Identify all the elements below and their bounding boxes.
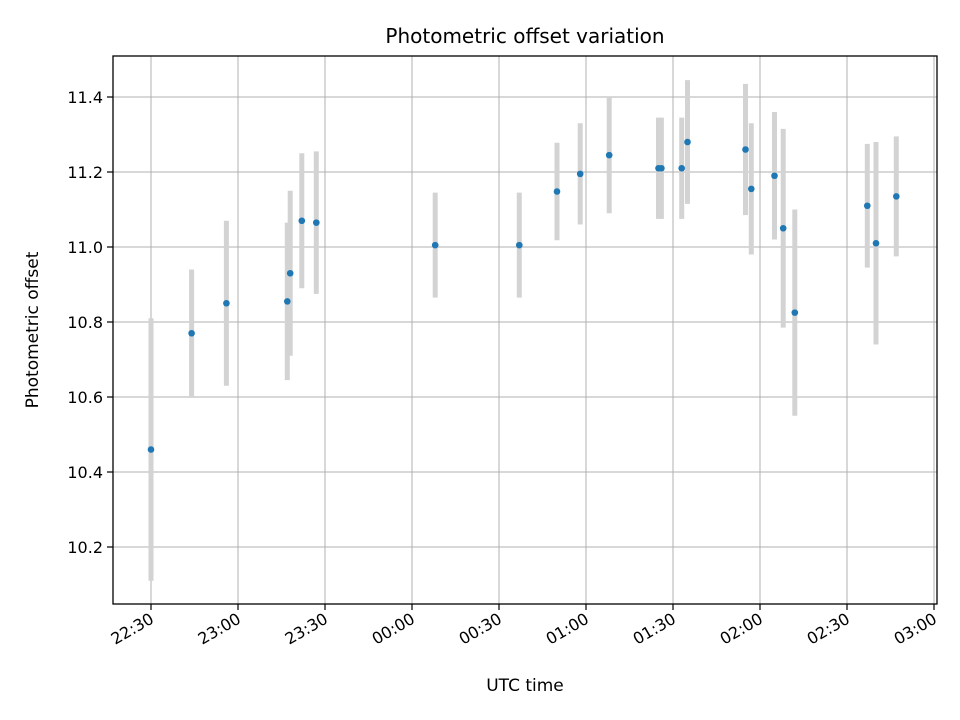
data-point — [576, 170, 584, 178]
data-point — [284, 298, 291, 305]
data-point — [872, 239, 880, 247]
x-axis: 22:30 23:00 23:30 00:00 00:30 01:00 01:30 02:00… — [108, 604, 940, 649]
data-point — [188, 329, 195, 337]
data-point — [684, 138, 691, 146]
data-point — [771, 172, 778, 180]
y-tick-label: 10.8 — [67, 313, 103, 332]
x-tick-label: 22:30 — [108, 609, 157, 649]
y-axis-label: Photometric offset — [23, 251, 43, 408]
x-tick-label: 23:00 — [195, 609, 244, 649]
x-axis-label: UTC time — [486, 676, 564, 696]
data-point — [516, 241, 523, 249]
x-tick-label: 00:00 — [369, 609, 418, 649]
data-point — [678, 164, 685, 172]
data-point — [605, 151, 613, 159]
y-tick-label: 10.4 — [67, 463, 103, 482]
x-tick-label: 23:30 — [282, 609, 331, 649]
x-tick-label: 00:30 — [456, 609, 505, 649]
data-point — [779, 224, 787, 232]
x-tick-label: 03:00 — [891, 609, 940, 649]
error-bars — [148, 80, 899, 581]
grid — [113, 56, 937, 604]
data-point — [223, 299, 230, 307]
data-point — [748, 185, 755, 193]
y-tick-label: 10.6 — [67, 388, 103, 407]
data-point — [313, 219, 320, 226]
data-point — [742, 146, 749, 153]
data-point — [864, 202, 871, 210]
data-points — [147, 138, 900, 453]
data-point — [553, 188, 561, 195]
x-tick-label: 01:30 — [630, 609, 679, 649]
y-axis: 10.2 10.4 10.6 10.8 11.0 11.2 11.4 — [67, 88, 113, 557]
y-tick-label: 10.2 — [67, 538, 103, 557]
data-point — [298, 217, 306, 225]
y-tick-label: 11.0 — [67, 238, 103, 257]
data-point — [791, 309, 799, 316]
data-point — [658, 164, 665, 172]
chart-title: Photometric offset variation — [385, 24, 664, 48]
data-point — [147, 446, 155, 453]
y-tick-label: 11.4 — [67, 88, 103, 107]
data-point — [286, 269, 294, 277]
x-tick-label: 02:30 — [804, 609, 853, 649]
x-tick-label: 02:00 — [717, 609, 766, 649]
x-tick-label: 01:00 — [543, 609, 592, 649]
data-point — [431, 241, 439, 249]
data-point — [893, 193, 900, 200]
y-tick-label: 11.2 — [67, 163, 103, 182]
plot-frame — [112, 55, 938, 605]
